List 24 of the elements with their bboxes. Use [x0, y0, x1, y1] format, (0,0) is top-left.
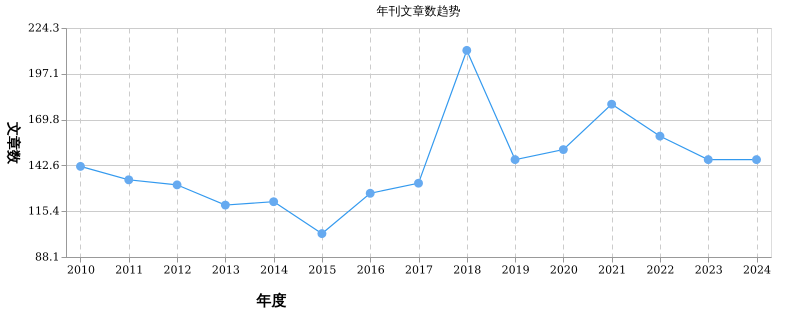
- x-tick-label: 2023: [694, 264, 723, 276]
- x-tick-label: 2012: [164, 264, 192, 276]
- y-tick-label: 142.6: [28, 158, 60, 172]
- x-tick-label: 2022: [646, 264, 674, 276]
- x-tick-label: 2011: [115, 264, 144, 276]
- x-tick-label: 2010: [66, 264, 95, 276]
- x-tick-label: 2019: [502, 264, 530, 276]
- x-tick-label: 2024: [743, 264, 772, 276]
- y-tick-label: 224.3: [28, 22, 60, 34]
- x-axis-title: 年度: [256, 292, 286, 310]
- y-tick-label: 197.1: [28, 67, 60, 80]
- y-tick-label: 169.8: [28, 113, 60, 126]
- y-tick-label: 115.4: [28, 204, 60, 218]
- x-tick-label: 2014: [260, 264, 288, 276]
- x-tick-label: 2020: [550, 264, 578, 276]
- x-tick-label: 2017: [405, 264, 433, 276]
- x-tick-label: 2016: [356, 264, 385, 276]
- chart-title: 年刊文章数趋势: [376, 4, 460, 18]
- y-axis-title: 文章数: [5, 121, 22, 165]
- x-tick-label: 2013: [212, 264, 240, 276]
- x-tick-label: 2015: [308, 264, 336, 276]
- x-tick-label: 2021: [598, 264, 626, 276]
- y-tick-label: 88.1: [35, 250, 60, 264]
- x-tick-label: 2018: [453, 264, 482, 276]
